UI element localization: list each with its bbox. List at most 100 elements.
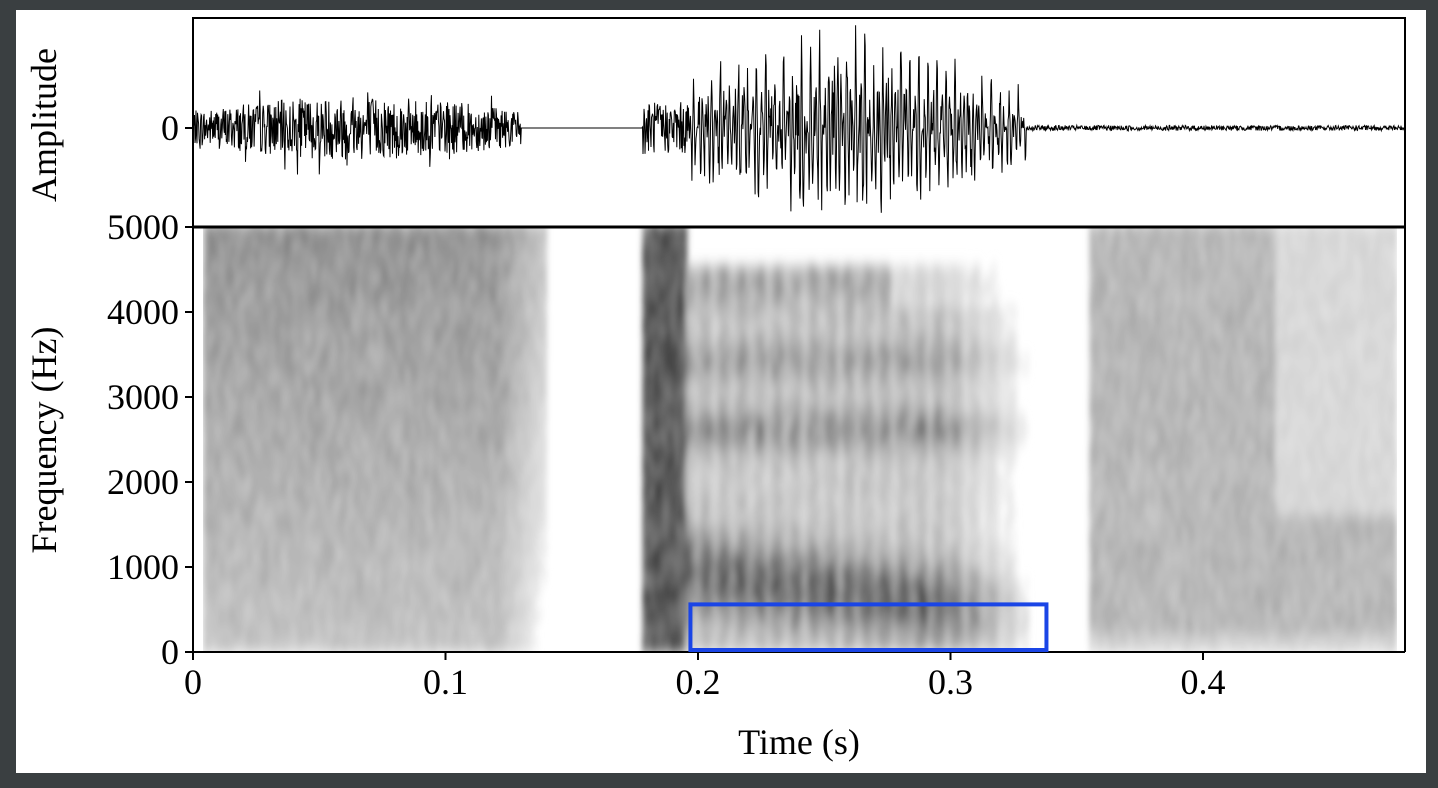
spectrogram-cell [441,277,447,284]
spectrogram-cell [405,449,410,457]
spectrogram-cell [433,580,438,588]
spectrogram-cell [461,515,467,522]
spectrogram-cell [223,390,228,397]
spectrogram-cell [417,259,422,266]
spectrogram-cell [211,521,216,528]
spectrogram-cell [275,646,281,652]
spectrogram-cell [401,610,406,617]
spectrogram-cell [376,402,382,409]
spectrogram-cell [283,485,289,492]
spectrogram-cell [477,473,483,481]
spectrogram-cell [437,568,442,576]
spectrogram-cell [211,461,216,469]
spectrogram-cell [397,348,402,356]
spectrogram-cell [263,390,269,397]
spectrogram-cell [473,396,479,403]
spectrogram-cell [275,330,281,338]
spectrogram-cell [247,336,253,344]
spectrogram-cell [421,634,426,641]
spectrogram-cell [300,437,305,445]
spectrogram-cell [469,437,475,445]
spectrogram-cell [215,628,220,635]
spectrogram-cell [473,414,479,421]
spectrogram-cell [336,372,341,379]
spectrogram-cell [421,515,426,522]
spectrogram-cell [259,414,265,421]
spectrogram-cell [429,604,434,611]
spectrogram-cell [356,378,362,385]
spectrogram-cell [312,396,317,403]
spectrogram-cell [304,461,309,469]
spectrogram-cell [405,610,410,617]
spectrogram-cell [360,533,366,540]
spectrogram-cell [388,539,394,546]
spectrogram-cell [457,640,463,647]
spectrogram-cell [409,497,414,504]
spectrogram-cell [397,574,402,582]
spectrogram-cell [219,646,224,652]
spectrogram-cell [340,330,346,338]
spectrogram-cell [397,295,402,302]
spectrogram-cell [215,271,220,278]
spectrogram-cell [247,342,253,350]
spectrogram-cell [465,592,471,600]
spectrogram-cell [215,580,220,588]
spectrogram-cell [255,265,261,272]
spectrogram-cell [219,574,224,582]
spectrogram-cell [247,556,253,564]
spectrogram-cell [360,473,366,481]
spectrogram-cell [344,330,350,338]
spectrogram-cell [457,419,463,427]
spectrogram-cell [251,533,257,540]
spectrogram-cell [417,425,422,433]
spectrogram-cell [316,271,321,278]
spectrogram-cell [445,431,451,439]
spectrogram-cell [312,402,317,409]
spectrogram-cell [203,241,208,248]
spectrogram-cell [368,497,374,504]
spectrogram-cell [255,318,261,326]
spectrogram-cell [231,550,236,558]
spectrogram-cell [469,604,475,611]
spectrogram-cell [304,550,309,558]
spectrogram-cell [223,312,228,320]
spectrogram-cell [316,533,321,540]
spectrogram-cell [441,539,447,546]
spectrogram-cell [449,324,455,332]
spectrogram-cell [344,592,350,600]
spectrogram-cell [425,568,430,576]
spectrogram-cell [449,289,455,296]
spectrogram-cell [384,265,390,272]
spectrogram-cell [405,479,410,486]
spectrogram-cell [239,455,245,463]
spectrogram-cell [445,598,451,606]
spectrogram-cell [255,461,261,469]
spectrogram-cell [397,425,402,433]
spectrogram-cell [457,247,463,254]
spectrogram-cell [300,622,305,629]
spectrogram-cell [239,622,245,629]
spectrogram-cell [405,425,410,433]
spectrogram-cell [380,455,386,463]
spectrogram-cell [215,491,220,498]
spectrogram-cell [231,497,236,504]
spectrogram-cell [279,289,285,296]
spectrogram-cell [251,556,257,564]
spectrogram-cell [320,574,325,582]
spectrogram-cell [203,235,208,243]
spectrogram-cell [368,306,374,314]
spectrogram-cell [239,556,245,564]
spectrogram-cell [328,437,333,445]
spectrogram-cell [316,616,321,623]
spectrogram-cell [340,378,346,385]
spectrogram-cell [465,509,471,516]
spectrogram-cell [445,467,451,475]
spectrogram-cell [227,360,232,367]
spectrogram-cell [421,461,426,469]
spectrogram-cell [409,491,414,498]
spectrogram-cell [445,414,451,421]
spectrogram-cell [219,616,224,623]
spectrogram-cell [312,604,317,611]
spectrogram-cell [429,390,434,397]
spectrogram-cell [243,580,249,588]
